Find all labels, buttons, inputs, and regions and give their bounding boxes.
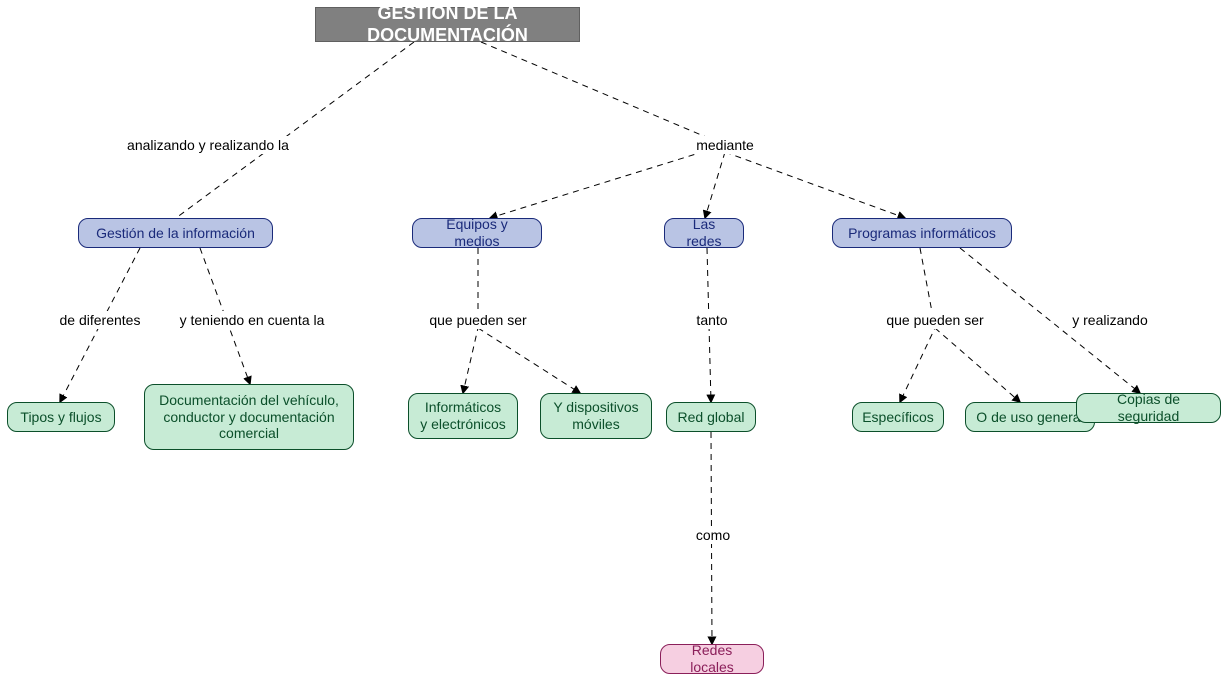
- edge-label-teniendo-cuenta: y teniendo en cuenta la: [177, 311, 328, 329]
- edges-layer: [0, 0, 1228, 689]
- node-las-redes: Las redes: [664, 218, 744, 248]
- edge-label-que-pueden-ser-1: que pueden ser: [426, 311, 529, 329]
- node-redes-locales: Redes locales: [660, 644, 764, 674]
- node-copias-seguridad: Copias de seguridad: [1076, 393, 1221, 423]
- node-dispositivos-moviles: Y dispositivos móviles: [540, 393, 652, 439]
- node-especificos: Específicos: [852, 402, 944, 432]
- node-tipos-flujos: Tipos y flujos: [7, 402, 115, 432]
- edge-label-de-diferentes: de diferentes: [57, 311, 144, 329]
- edge-label-que-pueden-ser-2: que pueden ser: [883, 311, 986, 329]
- edge-label-tanto: tanto: [693, 311, 730, 329]
- node-documentacion-vehiculo: Documentación del vehículo, conductor y …: [144, 384, 354, 450]
- edge-label-mediante: mediante: [693, 136, 757, 154]
- edge-label-y-realizando: y realizando: [1069, 311, 1151, 329]
- node-gestion-informacion: Gestión de la información: [78, 218, 273, 248]
- node-programas-informaticos: Programas informáticos: [832, 218, 1012, 248]
- edge-label-analizando: analizando y realizando la: [124, 136, 292, 154]
- node-equipos-medios: Equipos y medios: [412, 218, 542, 248]
- node-informaticos-electronicos: Informáticos y electrónicos: [408, 393, 518, 439]
- node-red-global: Red global: [666, 402, 756, 432]
- edge-label-como: como: [693, 526, 733, 544]
- node-root: GESTIÓN DE LA DOCUMENTACIÓN: [315, 7, 580, 42]
- concept-map-canvas: GESTIÓN DE LA DOCUMENTACIÓN Gestión de l…: [0, 0, 1228, 689]
